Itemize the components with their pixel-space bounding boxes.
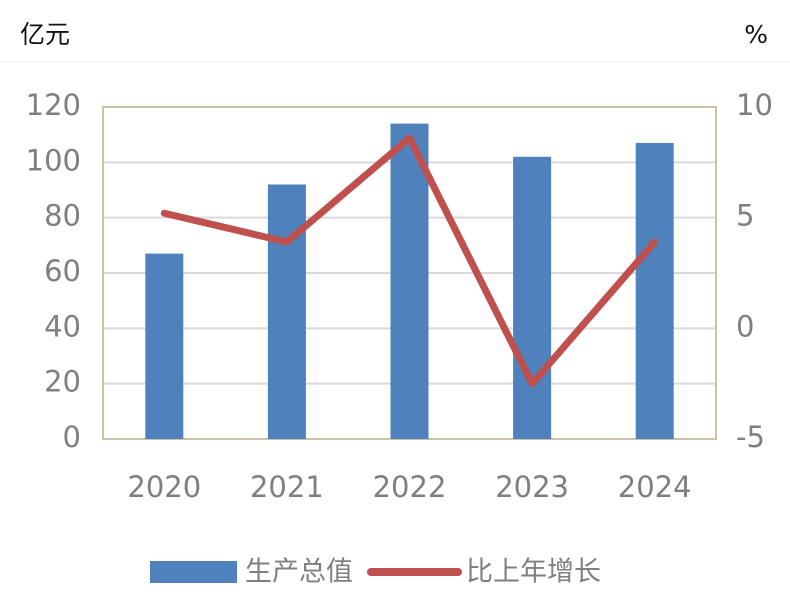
bar bbox=[390, 123, 429, 439]
y-unit: 亿元 bbox=[20, 20, 70, 49]
y2-tick-label: -5 bbox=[736, 420, 765, 454]
bar bbox=[267, 184, 306, 439]
x-tick-label: 2024 bbox=[618, 470, 692, 504]
y-tick-label: 60 bbox=[44, 254, 81, 288]
y-tick-label: 80 bbox=[44, 199, 81, 233]
x-tick-label: 2023 bbox=[495, 470, 569, 504]
y-tick-label: 100 bbox=[26, 143, 81, 177]
line bbox=[160, 134, 659, 388]
legend-swatch bbox=[150, 561, 237, 583]
bar bbox=[513, 156, 552, 440]
y-tick-label: 0 bbox=[63, 420, 81, 454]
y-tick-label: 40 bbox=[44, 309, 81, 343]
legend-label: 比上年增长 bbox=[466, 557, 601, 588]
x-tick-label: 2020 bbox=[127, 470, 201, 504]
y2-tick-label: 10 bbox=[736, 88, 773, 122]
x-tick-label: 2022 bbox=[373, 470, 447, 504]
x-tick-label: 2021 bbox=[250, 470, 324, 504]
bar bbox=[635, 142, 674, 439]
y-tick-label: 120 bbox=[26, 88, 81, 122]
y2-tick-label: 5 bbox=[736, 199, 754, 233]
y2-tick-label: 0 bbox=[736, 309, 754, 343]
bar bbox=[145, 253, 184, 439]
legend-label: 生产总值 bbox=[245, 557, 353, 588]
y-tick-label: 20 bbox=[44, 365, 81, 399]
y2-unit: % bbox=[744, 20, 768, 49]
